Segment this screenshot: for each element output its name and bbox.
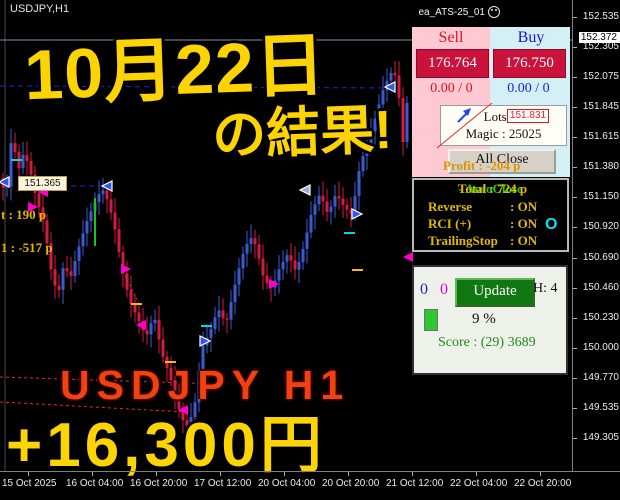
time-tick-label: 16 Oct 04:00 — [66, 478, 124, 489]
price-tick-label: 150.690 — [582, 252, 619, 263]
price-tick-label: 152.535 — [582, 11, 619, 22]
rci-value: : ON — [510, 216, 538, 231]
time-tick-mark — [348, 472, 349, 476]
time-tick-label: 15 Oct 2025 — [2, 478, 57, 489]
price-tick-label: 150.460 — [582, 282, 619, 293]
price-axis[interactable]: 152.535 152.372 152.305 152.075 151.845 151.6… — [572, 0, 620, 471]
price-tick-mark — [573, 17, 577, 18]
price-tick-mark — [573, 107, 577, 108]
price-tick-mark — [573, 77, 577, 78]
price-tick-mark — [573, 408, 577, 409]
price-tick-mark — [573, 378, 577, 379]
chart-symbol-title: USDJPY,H1 — [10, 3, 70, 15]
time-tick-mark — [28, 472, 29, 476]
hedge-count-text: H: 4 — [533, 281, 558, 296]
current-price-label: 152.372 — [578, 32, 620, 43]
status-panel: - AutoClose Total : 724 p Reverse : ON R… — [412, 178, 569, 252]
price-tick-label: 152.305 — [582, 41, 619, 52]
price-tick-mark — [573, 47, 577, 48]
price-tick-mark — [573, 227, 577, 228]
rci-toggle-indicator[interactable]: O — [545, 216, 558, 233]
reverse-value: : ON — [510, 199, 538, 214]
time-tick-label: 21 Oct 12:00 — [386, 478, 444, 489]
rci-label: RCI (+) — [428, 216, 472, 231]
buy-position-text: 0.00 / 0 — [507, 81, 550, 96]
magic-text: Magic : 25025 — [465, 126, 542, 141]
price-tick-label: 150.920 — [582, 221, 619, 232]
sell-price-button[interactable]: 176.764 — [416, 49, 489, 78]
profit-caption: +16,300円 — [6, 411, 326, 480]
stat-text-517p: 1 : -517 p — [1, 240, 53, 255]
trailingstop-value: : ON — [510, 233, 538, 248]
percent-text: 9 % — [472, 311, 496, 327]
buy-header: Buy — [517, 29, 545, 46]
trailingstop-label: TrailingStop — [428, 233, 498, 248]
order-price-tag: 151.831 — [507, 109, 549, 123]
time-tick-mark — [156, 472, 157, 476]
price-tick-label: 150.000 — [582, 342, 619, 353]
price-tick-mark — [573, 288, 577, 289]
count-blue: 0 — [420, 281, 428, 298]
buy-price-button[interactable]: 176.750 — [493, 49, 566, 78]
headline-result: の結果! — [211, 99, 394, 167]
update-button[interactable]: Update — [455, 278, 535, 307]
time-tick-label: 20 Oct 20:00 — [322, 478, 380, 489]
time-tick-mark — [540, 472, 541, 476]
time-tick-mark — [412, 472, 413, 476]
time-tick-label: 16 Oct 20:00 — [130, 478, 188, 489]
trade-panel: Sell Buy 176.764 176.750 0.00 / 0 0.00 /… — [412, 27, 570, 177]
time-tick-mark — [92, 472, 93, 476]
progress-bar — [424, 309, 438, 331]
autoclose-text: - AutoClose — [458, 181, 523, 196]
price-tick-mark — [573, 318, 577, 319]
pair-caption: USDJPY H1 — [60, 362, 351, 408]
price-tick-label: 152.075 — [582, 71, 619, 82]
price-tick-label: 149.770 — [582, 372, 619, 383]
price-tick-mark — [573, 197, 577, 198]
sell-position-text: 0.00 / 0 — [430, 81, 473, 96]
price-tick-label: 149.305 — [582, 432, 619, 443]
time-tick-mark — [220, 472, 221, 476]
price-tick-label: 151.615 — [582, 131, 619, 142]
price-tick-label: 151.845 — [582, 101, 619, 112]
price-tick-mark — [573, 137, 577, 138]
price-tick-label: 151.380 — [582, 161, 619, 172]
time-tick-mark — [284, 472, 285, 476]
price-tick-label: 149.535 — [582, 402, 619, 413]
profit-overlay-text: Profit : -204 p — [443, 158, 521, 173]
open-price-tag: 151.365 — [18, 176, 67, 191]
time-tick-label: 17 Oct 12:00 — [194, 478, 252, 489]
time-tick-label: 22 Oct 04:00 — [450, 478, 508, 489]
sell-header: Sell — [438, 29, 464, 46]
ea-smiley-icon[interactable] — [488, 6, 500, 18]
total-pips-text: Total : 724 p — [457, 181, 528, 196]
time-axis[interactable]: 15 Oct 2025 16 Oct 04:00 16 Oct 20:00 17 Oc… — [0, 471, 620, 500]
count-magenta: 0 — [440, 281, 448, 298]
price-tick-mark — [573, 258, 577, 259]
time-tick-mark — [476, 472, 477, 476]
price-tick-mark — [573, 348, 577, 349]
time-tick-label: 20 Oct 04:00 — [258, 478, 316, 489]
stat-text-190p: t : 190 p — [1, 207, 47, 222]
all-close-button[interactable]: All Close — [448, 149, 556, 174]
price-tick-mark — [573, 167, 577, 168]
price-tick-mark — [573, 438, 577, 439]
time-tick-label: 22 Oct 20:00 — [514, 478, 572, 489]
update-panel: 0 0 Update H: 4 9 % Score : (29) 3689 — [412, 265, 568, 375]
reverse-label: Reverse — [428, 199, 473, 214]
price-tick-label: 150.230 — [582, 312, 619, 323]
ea-name-label[interactable]: ea_ATS-25_01 — [418, 6, 500, 18]
ea-name-text: ea_ATS-25_01 — [418, 6, 485, 18]
score-text: Score : (29) 3689 — [438, 335, 536, 350]
price-tick-label: 151.150 — [582, 191, 619, 202]
